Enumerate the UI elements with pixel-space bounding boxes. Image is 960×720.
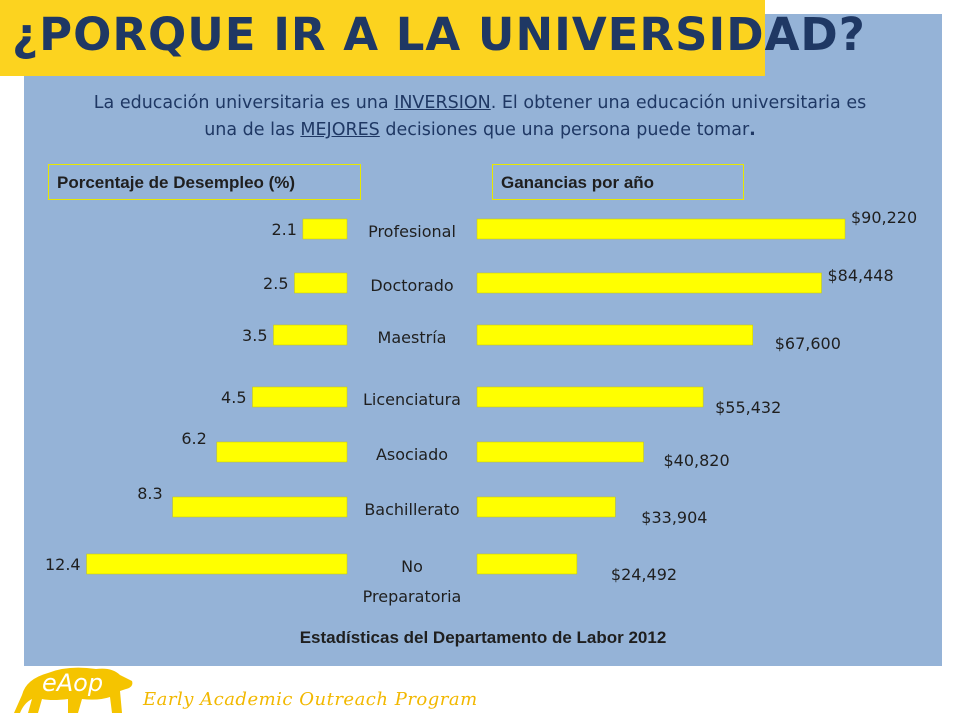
source-caption: Estadísticas del Departamento de Labor 2… [299, 628, 667, 647]
category-label: No [401, 557, 423, 576]
earnings-value-label: $84,448 [827, 266, 893, 285]
unemployment-bar [172, 496, 348, 518]
earnings-value-label: $90,220 [851, 208, 917, 227]
unemployment-bar [302, 218, 348, 240]
intro-line1-prefix: La educación universitaria es una [93, 93, 395, 113]
category-label: Licenciatura [363, 390, 461, 409]
category-label: Profesional [368, 222, 456, 241]
intro-emphasis-mejores: MEJORES [300, 120, 380, 140]
intro-emphasis-inversion: INVERSION [394, 93, 491, 113]
unemployment-value-label: 2.5 [263, 274, 288, 293]
unemployment-value-label: 4.5 [221, 388, 246, 407]
footer-bar [0, 666, 960, 720]
intro-line2-end: . [749, 120, 756, 140]
unemployment-value-label: 6.2 [181, 429, 206, 448]
svg-text:eAop: eAop [42, 669, 103, 697]
unemployment-bar [86, 553, 348, 575]
unemployment-header: Porcentaje de Desempleo (%) [48, 164, 361, 200]
unemployment-bar [252, 386, 348, 408]
category-label: Bachillerato [364, 500, 459, 519]
earnings-bar [476, 496, 616, 518]
page-title: ¿PORQUE IR A LA UNIVERSIDAD? [12, 8, 866, 61]
unemployment-value-label: 12.4 [45, 555, 81, 574]
category-label: Maestría [378, 328, 447, 347]
intro-line1-suffix: . El obtener una educación universitaria… [490, 93, 867, 113]
earnings-value-label: $40,820 [664, 451, 730, 470]
unemployment-value-label: 8.3 [137, 484, 162, 503]
title-banner: ¿PORQUE IR A LA UNIVERSIDAD? [0, 0, 865, 76]
unemployment-value-label: 3.5 [242, 326, 267, 345]
earnings-bar [476, 441, 644, 463]
earnings-bar [476, 553, 578, 575]
unemployment-bar [216, 441, 348, 463]
eaop-bear-logo-icon: eAop [14, 667, 133, 713]
category-label: Doctorado [370, 276, 453, 295]
intro-paragraph: La educación universitaria es una INVERS… [40, 90, 920, 144]
category-label: Asociado [376, 445, 448, 464]
earnings-value-label: $33,904 [641, 508, 707, 527]
program-name: Early Academic Outreach Program [143, 689, 478, 710]
unemployment-bar [273, 324, 348, 346]
earnings-bar [476, 218, 846, 240]
earnings-bar [476, 272, 822, 294]
earnings-value-label: $67,600 [775, 334, 841, 353]
unemployment-bar [294, 272, 348, 294]
earnings-bar [476, 324, 753, 346]
category-label: Preparatoria [363, 587, 462, 606]
intro-line2-prefix: una de las [204, 120, 301, 140]
earnings-bar [476, 386, 704, 408]
earnings-header: Ganancias por año [492, 164, 744, 200]
unemployment-value-label: 2.1 [271, 220, 296, 239]
earnings-value-label: $55,432 [715, 398, 781, 417]
intro-line2-suffix: decisiones que una persona puede tomar [379, 120, 750, 140]
earnings-value-label: $24,492 [611, 565, 677, 584]
